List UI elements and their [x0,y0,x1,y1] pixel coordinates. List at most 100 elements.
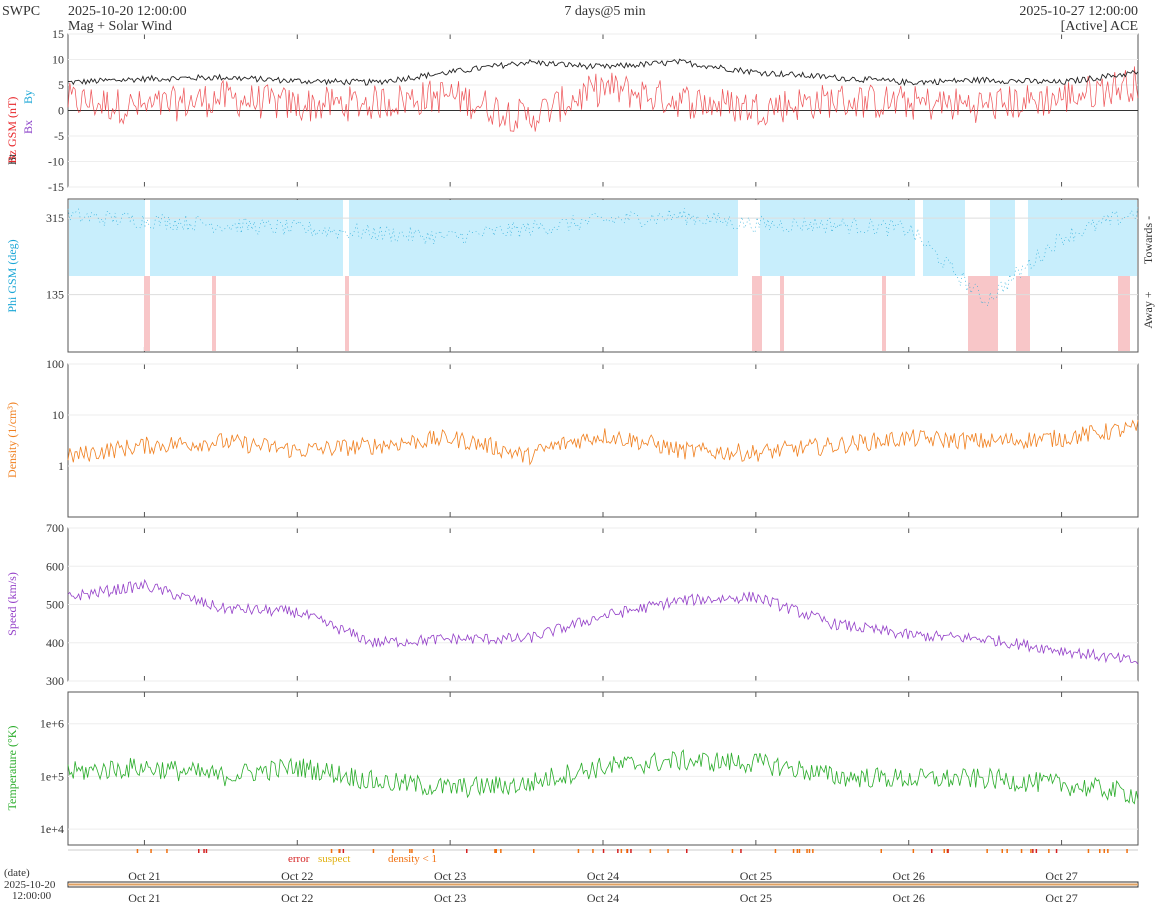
flag-mark [500,849,502,853]
density-axis-label: Density (1/cm³) [5,402,19,478]
away-stripe-1 [212,276,216,351]
x-tick-label-bottom: Oct 22 [281,891,313,905]
flag-mark [392,849,394,853]
phi-ytick-label: 315 [46,211,64,225]
flag-mark [495,849,497,853]
flag-mark [466,849,468,853]
flag-mark [602,849,605,853]
temp-ytick-label: 1e+4 [40,822,64,836]
satellite-label: [Active] ACE [1061,19,1138,34]
flag-mark [1107,849,1109,853]
x-tick-label-bottom: Oct 24 [587,891,619,905]
start-time-label: 12:00:00 [12,890,52,902]
away-stripe-4 [780,276,784,351]
flag-mark [740,849,742,853]
x-tick-label: Oct 21 [128,869,160,883]
flag-mark [494,849,496,853]
away-stripe-8 [1118,276,1130,351]
flag-mark [1099,849,1101,853]
x-tick-label: Oct 27 [1045,869,1077,883]
window-label: 7 days@5 min [564,4,645,19]
bx-axis-label: Bx [21,120,35,134]
flag-mark [1126,849,1128,853]
start-date-label: 2025-10-20 [4,879,56,891]
flag-mark [1006,849,1008,853]
temp-ytick-label: 1e+6 [40,717,64,731]
density-ytick-label: 1 [58,459,64,473]
start-time: 2025-10-20 12:00:00 [68,4,187,19]
towards-gap-0 [145,200,150,276]
flag-mark [986,849,988,853]
away-stripe-3 [752,276,762,351]
bz-axis-label: Bz GSM (nT) [5,97,19,164]
flag-mark [372,849,375,853]
flag-mark [198,849,200,853]
mag-ytick-label: -5 [54,129,64,143]
flag-mark [1087,849,1090,853]
towards-label: Towards - [1141,216,1155,264]
legend-error: error [288,853,310,865]
mag-ytick-label: 5 [58,78,64,92]
flag-mark [931,849,933,853]
flag-mark [411,849,413,853]
bz-series [67,66,1139,132]
speed-axis-label: Speed (km/s) [5,572,19,636]
legend-density: density < 1 [388,853,437,865]
temp-axis-label: Temperature (°K) [5,726,19,811]
towards-gap-4 [965,200,990,276]
away-stripe-7 [1016,276,1030,351]
away-stripe-0 [144,276,150,351]
speed-series [67,578,1139,665]
speed-ytick-label: 700 [46,521,64,535]
x-tick-label: Oct 25 [740,869,772,883]
speed-ytick-label: 600 [46,559,64,573]
flag-mark [205,849,208,853]
flag-mark [1001,849,1003,853]
flag-mark [798,849,801,853]
flag-mark [630,849,632,853]
towards-gap-5 [1015,200,1028,276]
flag-mark [774,849,777,853]
density-ytick-label: 100 [46,357,64,371]
flag-mark [330,849,333,853]
flag-mark [626,849,628,853]
flag-mark [577,849,580,853]
away-stripe-2 [345,276,349,351]
flag-mark [409,849,411,853]
flag-mark [1032,849,1034,853]
bt-series [67,58,1139,87]
mag-ytick-label: 0 [58,104,64,118]
flag-mark [166,849,168,853]
subtitle: Mag + Solar Wind [68,19,172,34]
mag-ytick-label: -15 [48,180,64,194]
away-stripe-5 [882,276,886,351]
flag-mark [136,849,139,853]
flag-mark [947,849,949,853]
speed-ytick-label: 400 [46,636,64,650]
flag-mark [649,849,652,853]
towards-band [69,200,1137,276]
x-tick-label: Oct 23 [434,869,466,883]
flag-mark [912,849,915,853]
flag-mark [808,849,811,853]
flag-mark [792,849,795,853]
end-time: 2025-10-27 12:00:00 [1019,4,1138,19]
temp-ytick-label: 1e+5 [40,769,64,783]
bt-axis-label: Bt [5,153,19,165]
flag-mark [1048,849,1050,853]
towards-gap-3 [915,200,923,276]
by-axis-label: By [21,90,35,104]
x-tick-label-bottom: Oct 27 [1045,891,1077,905]
phi-axis-label: Phi GSM (deg) [5,239,19,312]
source-label: SWPC [2,4,40,19]
away-stripe-6 [968,276,998,351]
speed-ytick-label: 300 [46,674,64,688]
mag-ytick-label: -10 [48,155,64,169]
flag-mark [592,849,594,853]
flag-mark [806,849,808,853]
x-tick-label-bottom: Oct 26 [893,891,925,905]
phi-ytick-label: 135 [46,288,64,302]
